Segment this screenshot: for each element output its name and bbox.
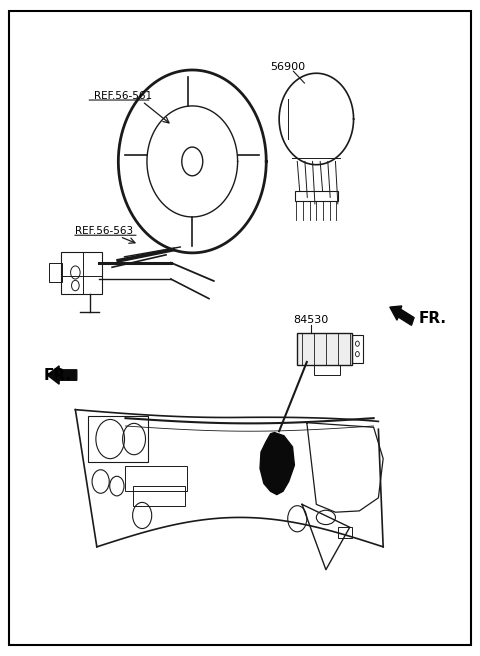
Bar (297, 333, 352, 365)
FancyArrow shape (47, 366, 77, 384)
Bar (132, 486, 185, 506)
Bar (124, 466, 187, 491)
Bar (295, 191, 338, 201)
Text: 56900: 56900 (270, 62, 305, 72)
Bar (338, 527, 352, 539)
Bar (61, 251, 102, 294)
Text: FR.: FR. (43, 367, 72, 382)
Bar (352, 335, 363, 363)
Polygon shape (260, 432, 294, 495)
Bar (49, 262, 62, 282)
Text: FR.: FR. (419, 311, 447, 325)
Text: REF.56-563: REF.56-563 (75, 226, 133, 236)
Bar (88, 416, 148, 462)
Text: REF.56-561: REF.56-561 (94, 91, 152, 101)
Text: 84530: 84530 (293, 315, 328, 325)
FancyArrow shape (390, 306, 414, 325)
Bar (314, 365, 340, 375)
